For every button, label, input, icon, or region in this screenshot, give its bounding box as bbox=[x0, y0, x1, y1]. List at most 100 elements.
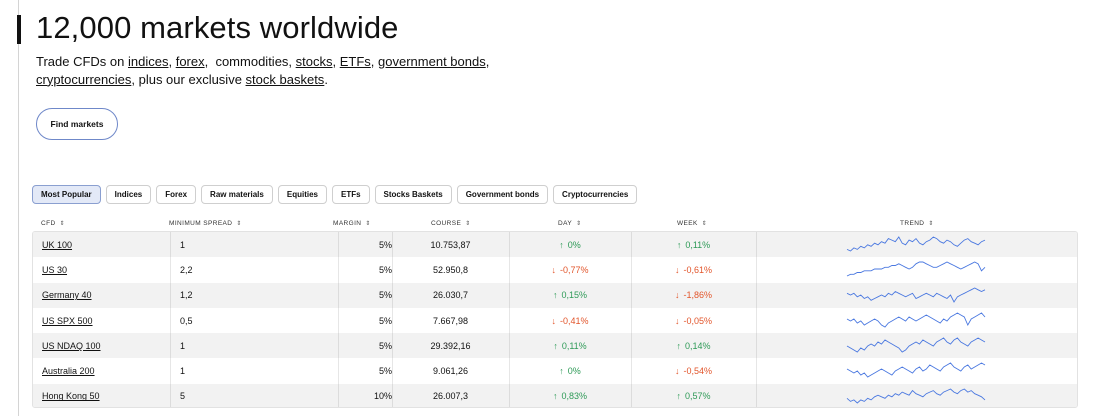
column-divider bbox=[392, 383, 393, 407]
day-change: ↑ 0,83% bbox=[509, 384, 631, 407]
tab-stocks-baskets[interactable]: Stocks Baskets bbox=[374, 185, 452, 204]
cfd-link-hong-kong-50[interactable]: Hong Kong 50 bbox=[42, 391, 100, 402]
week-change: ↑ 0,14% bbox=[631, 333, 756, 358]
tab-government-bonds[interactable]: Government bonds bbox=[456, 185, 549, 204]
column-divider bbox=[338, 282, 339, 308]
column-divider bbox=[756, 307, 757, 334]
column-header-course[interactable]: COURSE ⇕ bbox=[431, 216, 471, 230]
column-label-day: DAY bbox=[558, 219, 573, 227]
table-header: CFD ⇕ MINIMUM SPREAD ⇕ MARGIN ⇕ COURSE ⇕ DAY… bbox=[32, 216, 1078, 230]
tab-indices[interactable]: Indices bbox=[105, 185, 152, 204]
arrow-up-icon: ↑ bbox=[676, 391, 681, 402]
week-change: ↓ -1,86% bbox=[631, 283, 756, 308]
cfd-link-us-spx-500[interactable]: US SPX 500 bbox=[42, 315, 93, 326]
arrow-down-icon: ↓ bbox=[674, 315, 680, 326]
minimum-spread-value: 2,2 bbox=[180, 264, 193, 275]
tab-raw-materials[interactable]: Raw materials bbox=[201, 185, 273, 204]
trend-line bbox=[846, 287, 986, 303]
column-header-day[interactable]: DAY ⇕ bbox=[558, 216, 582, 230]
cfd-link-germany-40[interactable]: Germany 40 bbox=[42, 290, 92, 301]
column-divider bbox=[392, 282, 393, 308]
column-header-week[interactable]: WEEK ⇕ bbox=[677, 216, 707, 230]
column-divider bbox=[338, 333, 339, 359]
table-row: Hong Kong 50 5 10% 26.007,3 ↑ 0,83% ↑ 0,57% bbox=[33, 383, 1077, 407]
column-divider bbox=[338, 307, 339, 334]
markets-table: UK 100 1 5% 10.753,87 ↑ 0% ↑ 0,11% US 30 2,2 5% 52.… bbox=[32, 231, 1078, 408]
cfd-link-us-30[interactable]: US 30 bbox=[42, 264, 68, 275]
course-value: 7.667,98 bbox=[432, 315, 469, 326]
sort-icon: ⇕ bbox=[59, 220, 65, 227]
arrow-down-icon: ↓ bbox=[551, 264, 556, 275]
link-forex[interactable]: forex bbox=[175, 54, 205, 69]
column-divider bbox=[338, 257, 339, 283]
column-divider bbox=[631, 333, 632, 359]
column-divider bbox=[509, 307, 510, 334]
column-divider bbox=[338, 232, 339, 258]
cfd-link-uk-100[interactable]: UK 100 bbox=[42, 239, 73, 250]
table-row: Germany 40 1,2 5% 26.030,7 ↑ 0,15% ↓ -1,86% bbox=[33, 282, 1077, 308]
column-divider bbox=[631, 383, 632, 407]
cfd-link-australia-200[interactable]: Australia 200 bbox=[42, 366, 95, 377]
column-divider bbox=[338, 383, 339, 407]
week-change-value: -0,54% bbox=[683, 366, 713, 377]
column-divider bbox=[631, 232, 632, 258]
column-divider bbox=[631, 358, 632, 384]
table-row: US NDAQ 100 1 5% 29.392,16 ↑ 0,11% ↑ 0,14% bbox=[33, 333, 1077, 359]
arrow-down-icon: ↓ bbox=[674, 290, 680, 301]
column-header-margin[interactable]: MARGIN ⇕ bbox=[333, 216, 371, 230]
day-change: ↑ 0,11% bbox=[509, 333, 631, 358]
arrow-up-icon: ↑ bbox=[552, 391, 558, 402]
day-change-value: 0,15% bbox=[561, 290, 588, 301]
table-row: US 30 2,2 5% 52.950,8 ↓ -0,77% ↓ -0,61% bbox=[33, 257, 1077, 283]
column-divider bbox=[509, 282, 510, 308]
column-label-trend: TREND bbox=[900, 219, 925, 227]
tab-forex[interactable]: Forex bbox=[156, 185, 197, 204]
column-divider bbox=[392, 333, 393, 359]
arrow-up-icon: ↑ bbox=[676, 239, 682, 250]
margin-value: 5% bbox=[378, 239, 392, 250]
arrow-down-icon: ↓ bbox=[674, 366, 680, 377]
arrow-down-icon: ↓ bbox=[674, 264, 680, 275]
column-divider bbox=[170, 282, 171, 308]
page-title: 12,000 markets worldwide bbox=[36, 10, 399, 45]
week-change-value: 0,57% bbox=[684, 391, 711, 402]
column-header-minimum-spread[interactable]: MINIMUM SPREAD ⇕ bbox=[169, 216, 242, 230]
column-label-margin: MARGIN bbox=[333, 219, 362, 227]
column-header-cfd[interactable]: CFD ⇕ bbox=[41, 216, 65, 230]
margin-value: 10% bbox=[373, 391, 392, 402]
column-divider bbox=[170, 358, 171, 384]
cfd-link-us-ndaq-100[interactable]: US NDAQ 100 bbox=[42, 340, 101, 351]
tab-cryptocurrencies[interactable]: Cryptocurrencies bbox=[553, 185, 638, 204]
day-change-value: 0,11% bbox=[561, 340, 587, 351]
cfd-cell: Germany 40 bbox=[42, 283, 92, 308]
trend-sparkline bbox=[846, 261, 986, 277]
tab-equities[interactable]: Equities bbox=[277, 185, 327, 204]
column-header-trend[interactable]: TREND ⇕ bbox=[900, 216, 934, 230]
course-value: 52.950,8 bbox=[432, 264, 469, 275]
course-value: 26.007,3 bbox=[432, 391, 469, 402]
tab-most-popular[interactable]: Most Popular bbox=[32, 185, 101, 204]
tab-etfs[interactable]: ETFs bbox=[331, 185, 370, 204]
link-stocks[interactable]: stocks bbox=[295, 54, 333, 69]
link-etfs[interactable]: ETFs bbox=[339, 54, 371, 69]
sort-icon: ⇕ bbox=[365, 220, 371, 227]
column-divider bbox=[338, 358, 339, 384]
intro-end: . bbox=[324, 71, 328, 87]
trend-sparkline bbox=[846, 312, 986, 328]
table-row: UK 100 1 5% 10.753,87 ↑ 0% ↑ 0,11% bbox=[33, 232, 1077, 258]
link-indices[interactable]: indices bbox=[128, 54, 169, 69]
left-divider-line bbox=[18, 0, 19, 416]
trend-sparkline bbox=[846, 362, 986, 379]
day-change-value: 0% bbox=[567, 239, 581, 250]
cfd-cell: UK 100 bbox=[42, 232, 72, 257]
link-government-bonds[interactable]: government bonds bbox=[378, 54, 486, 69]
cfd-cell: US NDAQ 100 bbox=[42, 333, 101, 358]
link-stock-baskets[interactable]: stock baskets bbox=[245, 71, 325, 87]
arrow-down-icon: ↓ bbox=[551, 315, 556, 326]
column-divider bbox=[756, 383, 757, 407]
find-markets-button[interactable]: Find markets bbox=[36, 108, 118, 140]
trend-sparkline bbox=[846, 388, 986, 404]
column-divider bbox=[756, 232, 757, 258]
column-divider bbox=[509, 333, 510, 359]
link-cryptocurrencies[interactable]: cryptocurrencies bbox=[36, 71, 132, 87]
